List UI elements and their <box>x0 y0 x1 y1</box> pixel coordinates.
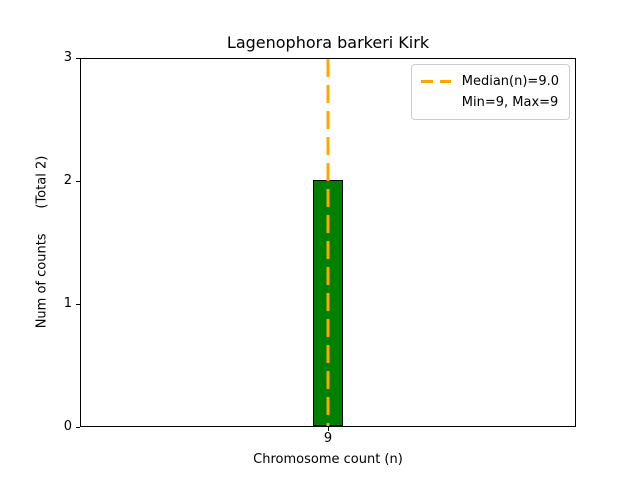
y-tick-mark <box>76 57 80 59</box>
legend-label-minmax: Min=9, Max=9 <box>461 95 559 110</box>
y-tick-label: 1 <box>63 296 72 311</box>
x-tick-label: 9 <box>323 431 333 446</box>
median-line <box>326 59 330 426</box>
y-tick-mark <box>76 180 80 182</box>
y-tick-mark <box>76 303 80 305</box>
legend-label-median: Median(n)=9.0 <box>461 74 559 89</box>
legend-entry-median: Median(n)=9.0 <box>420 71 559 92</box>
x-tick-mark <box>327 427 329 431</box>
y-tick-label: 2 <box>63 173 72 188</box>
plot-area: Median(n)=9.0 Min=9, Max=9 <box>80 58 576 427</box>
y-tick-label: 0 <box>63 419 72 434</box>
chart-title: Lagenophora barkeri Kirk <box>226 33 430 52</box>
legend-entry-minmax: Min=9, Max=9 <box>421 92 559 113</box>
y-tick-label: 3 <box>63 50 72 65</box>
x-axis-label: Chromosome count (n) <box>253 452 403 467</box>
y-tick-mark <box>76 426 80 428</box>
empty-marker <box>421 101 451 104</box>
dashed-line-icon <box>420 80 451 83</box>
legend: Median(n)=9.0 Min=9, Max=9 <box>410 64 570 120</box>
